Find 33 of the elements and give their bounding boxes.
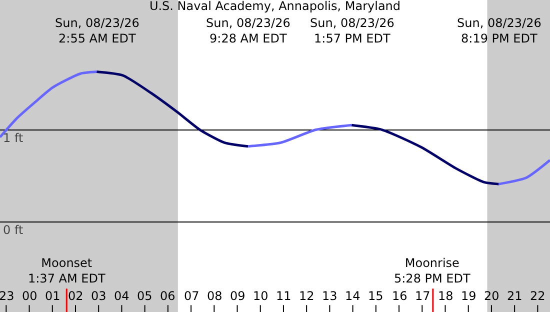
x-tick-label: 07: [184, 289, 200, 303]
x-tick-label: 05: [137, 289, 152, 303]
x-tick-label: 22: [530, 289, 546, 303]
x-tick-label: 15: [368, 289, 384, 303]
x-tick-label: 20: [484, 289, 500, 303]
x-tick-label: 04: [114, 289, 130, 303]
chart-title: U.S. Naval Academy, Annapolis, Maryland: [149, 0, 401, 13]
annotation: Sun, 08/23/26 8:19 PM EDT: [457, 16, 542, 46]
x-tick-label: 17: [415, 289, 430, 303]
x-tick-label: 21: [507, 289, 522, 303]
y-tick-label: 0 ft: [3, 223, 24, 238]
x-tick-label: 02: [68, 289, 84, 303]
x-tick-label: 16: [392, 289, 408, 303]
annotation: Sun, 08/23/26 1:57 PM EDT: [310, 16, 394, 46]
x-tick-label: 09: [230, 289, 246, 303]
x-tick-label: 12: [299, 289, 314, 303]
x-tick-label: 10: [253, 289, 268, 303]
annotation: Sun, 08/23/26 2:55 AM EDT: [55, 16, 140, 46]
x-tick-label: 08: [207, 289, 222, 303]
ref-line-label: Moonrise 5:28 PM EDT: [394, 256, 471, 286]
x-tick-label: 14: [345, 289, 360, 303]
annotation: Sun, 08/23/26 9:28 AM EDT: [206, 16, 290, 46]
x-tick-label: 03: [91, 289, 106, 303]
x-tick-label: 23: [0, 289, 14, 303]
x-tick-label: 13: [322, 289, 338, 303]
x-tick-label: 00: [22, 289, 38, 303]
x-tick-label: 01: [45, 289, 60, 303]
y-tick-label: 1 ft: [3, 130, 24, 145]
x-tick-label: 11: [276, 289, 292, 303]
x-tick-label: 19: [461, 289, 476, 303]
x-tick-label: 18: [438, 289, 454, 303]
ref-line-label: Moonset 1:37 AM EDT: [28, 256, 106, 286]
x-tick-label: 06: [160, 289, 176, 303]
